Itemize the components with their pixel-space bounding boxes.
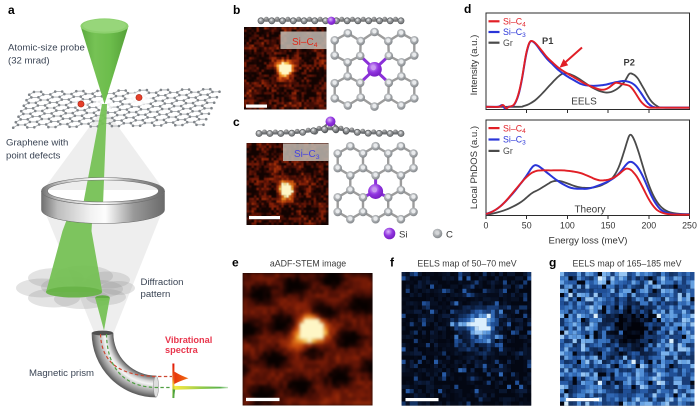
svg-text:Magnetic prism: Magnetic prism [29,368,94,379]
svg-text:point defects: point defects [6,151,61,162]
svg-text:Gr: Gr [503,38,513,48]
svg-text:Si: Si [399,230,408,241]
svg-text:f: f [390,256,395,270]
svg-text:Si–C3: Si–C3 [294,149,320,161]
svg-text:Local PhDOS (a.u.): Local PhDOS (a.u.) [469,126,480,209]
svg-text:P2: P2 [624,58,635,68]
svg-text:Si–C4: Si–C4 [503,17,526,29]
svg-text:Diffraction: Diffraction [141,277,184,288]
svg-text:250: 250 [682,221,697,231]
svg-text:0: 0 [484,221,489,231]
svg-text:Si–C4: Si–C4 [503,123,526,135]
svg-text:spectra: spectra [165,345,199,355]
svg-text:EELS: EELS [571,97,597,108]
svg-text:pattern: pattern [141,289,171,300]
svg-text:200: 200 [641,221,656,231]
svg-text:Theory: Theory [574,205,605,216]
svg-text:Energy loss (meV): Energy loss (meV) [549,236,628,247]
svg-text:Atomic-size probe: Atomic-size probe [8,43,85,54]
svg-text:Intensity (a.u.): Intensity (a.u.) [469,35,480,96]
svg-text:Si–C3: Si–C3 [503,135,526,147]
svg-text:Gr: Gr [503,146,513,156]
svg-text:a: a [8,3,15,17]
svg-text:C: C [446,230,453,241]
svg-text:Graphene with: Graphene with [6,138,68,149]
svg-text:aADF-STEM image: aADF-STEM image [270,259,346,269]
svg-text:50: 50 [522,221,532,231]
svg-text:d: d [464,2,471,16]
svg-text:(32 mrad): (32 mrad) [8,56,50,67]
svg-text:e: e [232,256,239,270]
svg-text:EELS map of 165–185 meV: EELS map of 165–185 meV [572,259,681,269]
svg-text:100: 100 [560,221,575,231]
svg-text:EELS map of 50–70 meV: EELS map of 50–70 meV [417,259,516,269]
svg-text:150: 150 [601,221,616,231]
svg-text:b: b [233,3,240,17]
svg-text:Vibrational: Vibrational [165,335,212,345]
svg-text:g: g [549,256,556,270]
svg-text:P1: P1 [542,36,553,46]
svg-text:Si–C3: Si–C3 [503,27,526,39]
svg-text:c: c [233,115,240,129]
svg-text:Si–C4: Si–C4 [292,37,318,49]
